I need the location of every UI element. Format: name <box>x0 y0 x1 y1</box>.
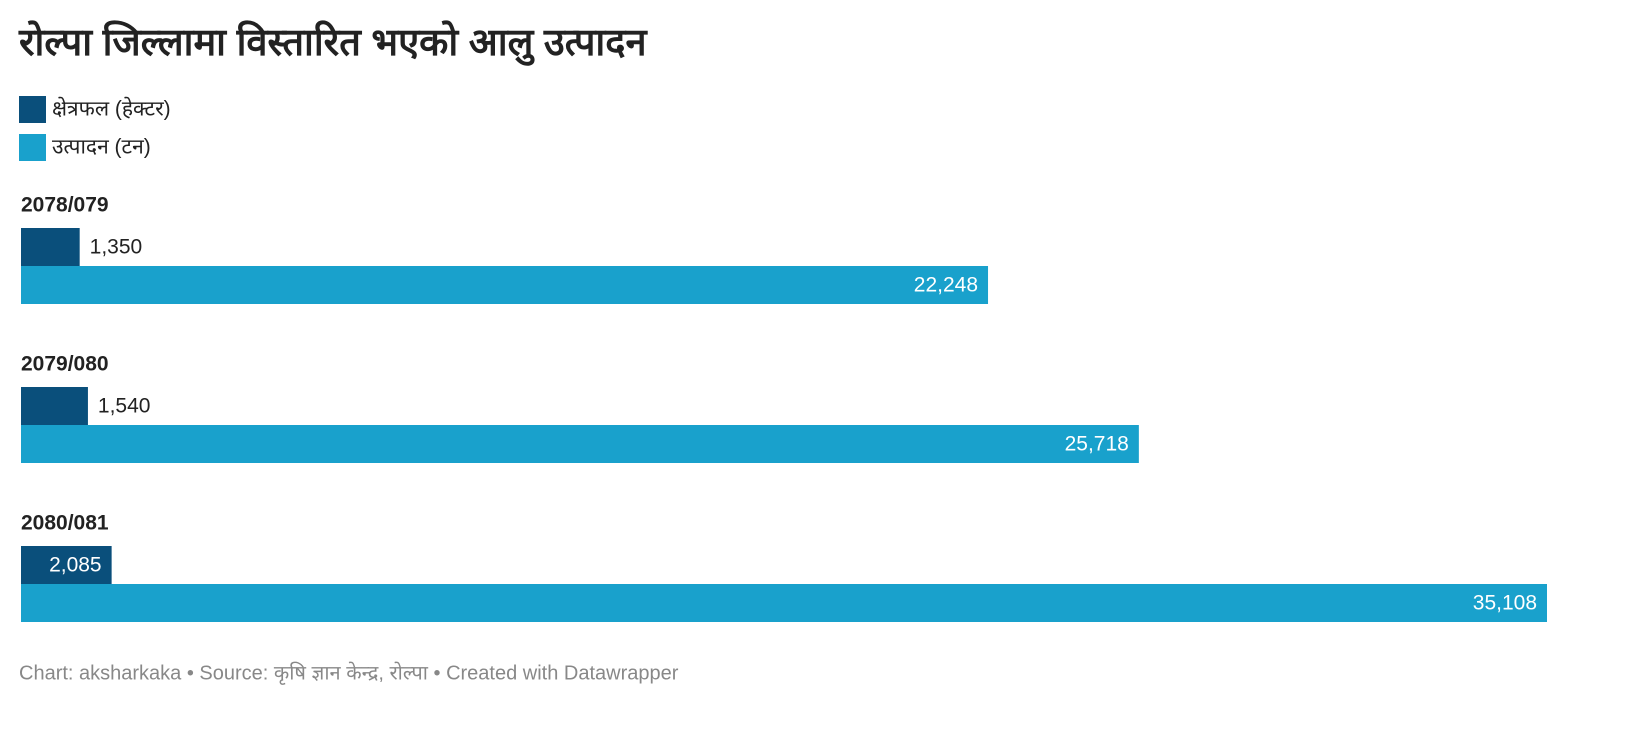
legend-swatch <box>19 96 46 123</box>
bar <box>21 584 1547 622</box>
source-note: Chart: aksharkaka • Source: कृषि ज्ञान क… <box>19 661 679 685</box>
category-label: 2078/079 <box>21 194 109 217</box>
bar <box>21 425 1139 463</box>
legend-swatch <box>19 134 46 161</box>
bar <box>21 387 88 425</box>
value-label: 1,350 <box>90 236 143 259</box>
legend-label: क्षेत्रफल (हेक्टर) <box>52 97 171 121</box>
legend-label: उत्पादन (टन) <box>52 136 151 159</box>
bar <box>21 228 80 266</box>
chart-title: रोल्पा जिल्लामा विस्तारित भएको आलु उत्पा… <box>18 20 648 66</box>
value-label: 2,085 <box>49 554 102 577</box>
value-label: 35,108 <box>1473 592 1537 615</box>
value-label: 22,248 <box>914 274 978 297</box>
category-label: 2079/080 <box>21 353 109 376</box>
bar <box>21 266 989 304</box>
bar <box>21 546 112 584</box>
value-label: 1,540 <box>98 395 151 418</box>
category-label: 2080/081 <box>21 512 109 535</box>
value-label: 25,718 <box>1065 433 1129 456</box>
